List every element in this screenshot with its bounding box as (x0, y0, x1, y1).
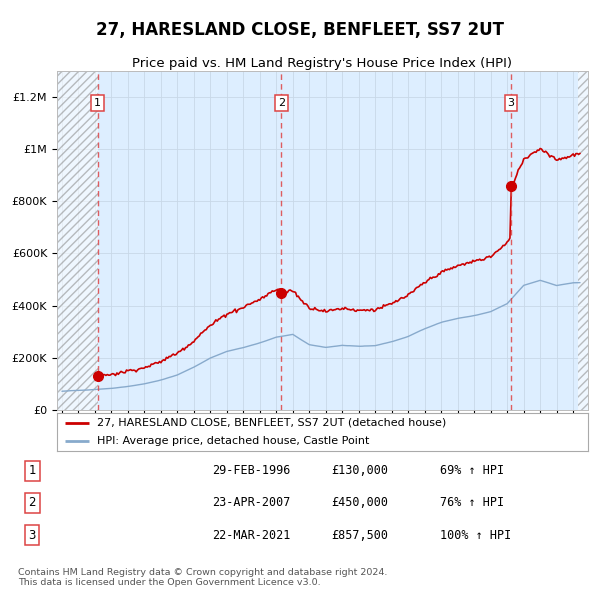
Text: 76% ↑ HPI: 76% ↑ HPI (440, 496, 504, 510)
Bar (57, 71, 98, 410)
Text: 23-APR-2007: 23-APR-2007 (212, 496, 290, 510)
Text: 29-FEB-1996: 29-FEB-1996 (212, 464, 290, 477)
Text: 3: 3 (508, 98, 514, 108)
Text: 22-MAR-2021: 22-MAR-2021 (212, 529, 290, 542)
Text: 2: 2 (29, 496, 36, 510)
Text: £130,000: £130,000 (331, 464, 389, 477)
Text: £857,500: £857,500 (331, 529, 389, 542)
Text: £450,000: £450,000 (331, 496, 389, 510)
Text: 27, HARESLAND CLOSE, BENFLEET, SS7 2UT: 27, HARESLAND CLOSE, BENFLEET, SS7 2UT (96, 21, 504, 39)
Title: Price paid vs. HM Land Registry's House Price Index (HPI): Price paid vs. HM Land Registry's House … (133, 57, 512, 70)
Text: 69% ↑ HPI: 69% ↑ HPI (440, 464, 504, 477)
Bar (578, 71, 588, 410)
Text: 27, HARESLAND CLOSE, BENFLEET, SS7 2UT (detached house): 27, HARESLAND CLOSE, BENFLEET, SS7 2UT (… (97, 418, 446, 428)
Text: 1: 1 (94, 98, 101, 108)
Text: 2: 2 (278, 98, 285, 108)
Text: 3: 3 (29, 529, 36, 542)
Text: 100% ↑ HPI: 100% ↑ HPI (440, 529, 511, 542)
Text: HPI: Average price, detached house, Castle Point: HPI: Average price, detached house, Cast… (97, 435, 369, 445)
Text: Contains HM Land Registry data © Crown copyright and database right 2024.
This d: Contains HM Land Registry data © Crown c… (18, 568, 388, 587)
Text: 1: 1 (29, 464, 36, 477)
